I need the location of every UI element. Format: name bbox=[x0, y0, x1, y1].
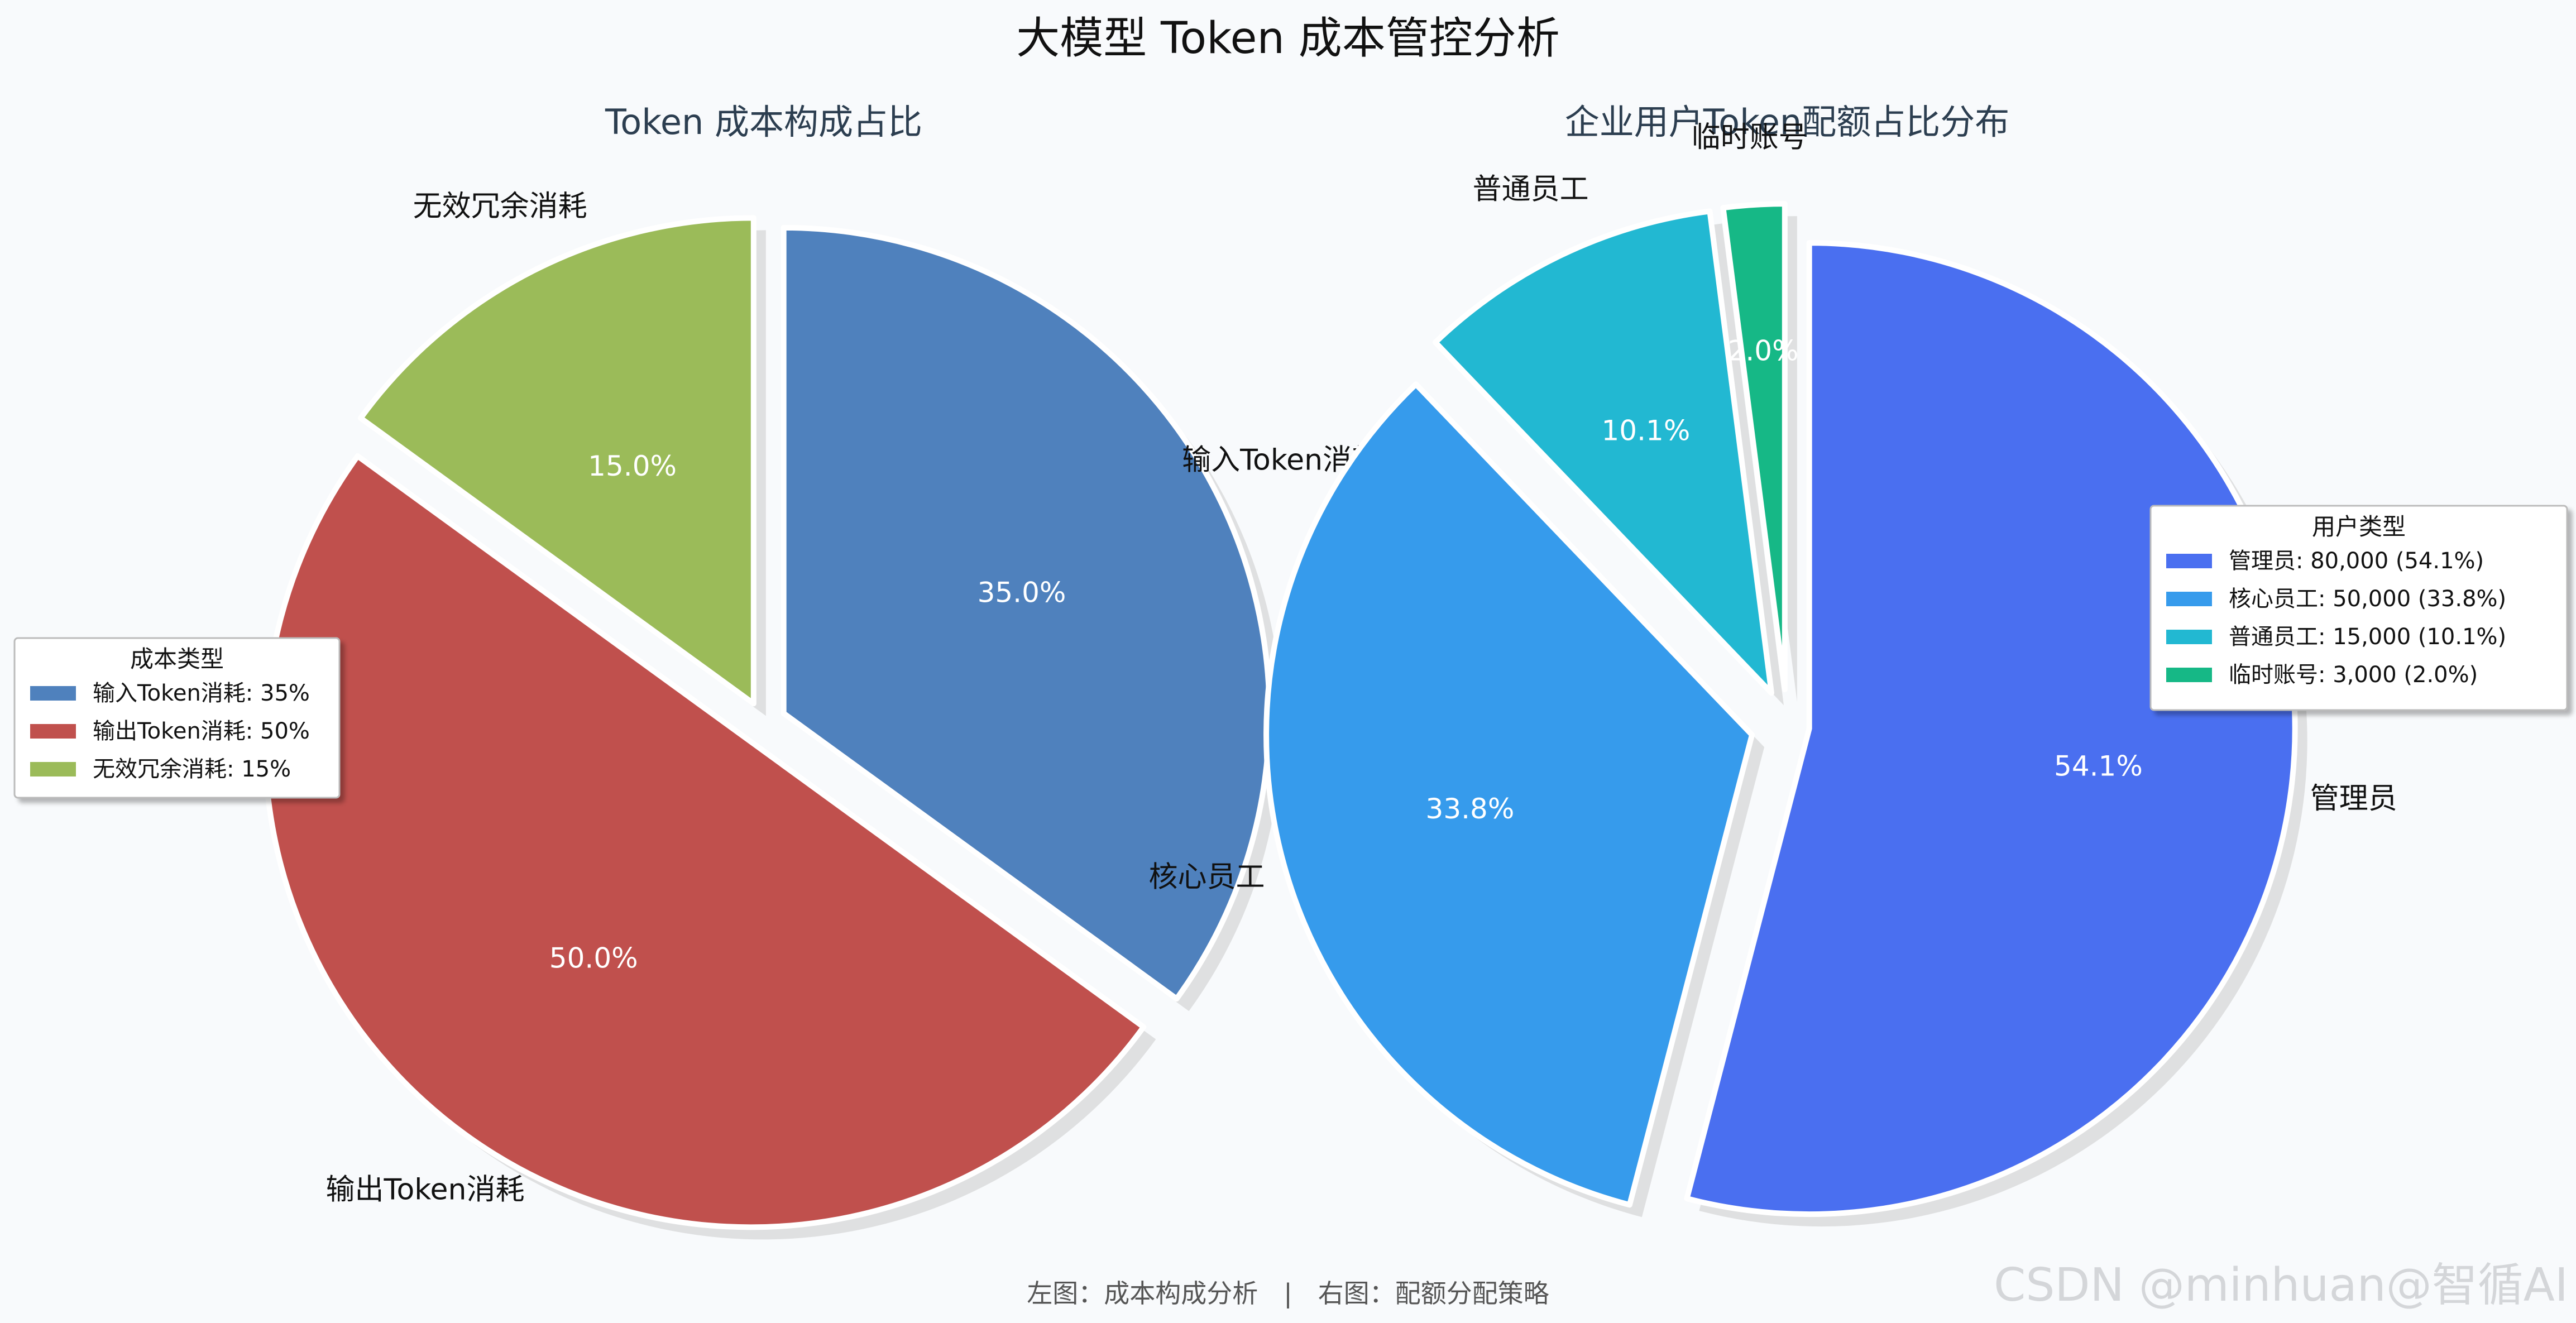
pie-slice bbox=[265, 456, 1156, 1240]
slice-percent: 10.1% bbox=[1601, 414, 1690, 447]
legend-label: 核心员工: 50,000 (33.8%) bbox=[2229, 586, 2506, 612]
legend-item: 输入Token消耗: 35% bbox=[30, 680, 310, 706]
legend-item: 普通员工: 15,000 (10.1%) bbox=[2166, 624, 2506, 650]
legend-label: 无效冗余消耗: 15% bbox=[93, 756, 291, 782]
legend-swatch bbox=[30, 724, 76, 739]
pie-slice bbox=[1263, 381, 1765, 1217]
legend-label: 普通员工: 15,000 (10.1%) bbox=[2229, 624, 2506, 650]
watermark-text: CSDN @minhuan@智循AI bbox=[1994, 1259, 2568, 1312]
legend-item: 临时账号: 3,000 (2.0%) bbox=[2166, 662, 2478, 688]
pie-slices bbox=[265, 215, 1282, 1240]
pie-slice bbox=[1684, 240, 2307, 1227]
legend-label: 输出Token消耗: 50% bbox=[93, 718, 310, 744]
slice-label: 输出Token消耗 bbox=[326, 1173, 525, 1207]
slice-label: 普通员工 bbox=[1473, 173, 1589, 207]
cost-composition-pie: Token 成本构成占比输入Token消耗35.0%输出Token消耗50.0%… bbox=[13, 102, 1381, 1240]
footer-caption: 左图：成本构成分析 | 右图：配额分配策略 bbox=[1027, 1278, 1549, 1309]
legend-swatch bbox=[30, 762, 76, 776]
slice-wedge bbox=[357, 215, 756, 707]
pie-slices bbox=[1263, 201, 2307, 1227]
pie-title: Token 成本构成占比 bbox=[605, 102, 922, 142]
legend-box bbox=[2149, 505, 2568, 711]
slice-wedge bbox=[781, 224, 1272, 1002]
legend-title: 用户类型 bbox=[2312, 513, 2406, 540]
legend-label: 管理员: 80,000 (54.1%) bbox=[2229, 548, 2484, 574]
legend-swatch bbox=[2166, 554, 2212, 568]
slice-label: 核心员工 bbox=[1148, 861, 1265, 894]
pie-title: 企业用户Token配额占比分布 bbox=[1565, 102, 2009, 142]
legend-label: 输入Token消耗: 35% bbox=[93, 680, 310, 706]
legend-item: 无效冗余消耗: 15% bbox=[30, 756, 291, 782]
pie-labels: 管理员 54.1% 核心员工 33.8% 普通员工 10.1% 临时账号 2.0% bbox=[1148, 121, 2397, 894]
legend-box bbox=[13, 637, 341, 799]
slice-wedge bbox=[1263, 381, 1755, 1208]
legend-label: 临时账号: 3,000 (2.0%) bbox=[2229, 662, 2478, 688]
slice-percent: 33.8% bbox=[1426, 793, 1515, 825]
legend-item: 输出Token消耗: 50% bbox=[30, 718, 310, 744]
slice-percent: 35.0% bbox=[978, 577, 1066, 609]
pie-slice bbox=[781, 224, 1282, 1012]
slice-wedge bbox=[1432, 208, 1774, 696]
pie-slice bbox=[1720, 201, 1797, 702]
pie-slice bbox=[1432, 208, 1784, 706]
slice-wedge bbox=[1684, 240, 2298, 1217]
slice-label: 无效冗余消耗 bbox=[413, 190, 587, 223]
slice-label: 管理员 bbox=[2310, 782, 2397, 816]
legend-swatch bbox=[2166, 630, 2212, 644]
legend-swatch bbox=[30, 686, 76, 701]
main-title: 大模型 Token 成本管控分析 bbox=[1016, 13, 1560, 64]
slice-wedge bbox=[265, 456, 1143, 1227]
legend-swatch bbox=[2166, 592, 2212, 606]
legend-item: 管理员: 80,000 (54.1%) bbox=[2166, 548, 2484, 574]
slice-label: 临时账号 bbox=[1692, 121, 1808, 154]
slice-wedge bbox=[1720, 201, 1788, 693]
pie-slice bbox=[357, 215, 766, 716]
slice-percent: 2.0% bbox=[1728, 334, 1799, 367]
slice-percent: 50.0% bbox=[549, 942, 638, 974]
legend-item: 核心员工: 50,000 (33.8%) bbox=[2166, 586, 2506, 612]
legend-title: 成本类型 bbox=[130, 645, 224, 673]
slice-percent: 54.1% bbox=[2054, 750, 2143, 782]
legend-swatch bbox=[2166, 668, 2212, 682]
slice-percent: 15.0% bbox=[588, 450, 677, 482]
